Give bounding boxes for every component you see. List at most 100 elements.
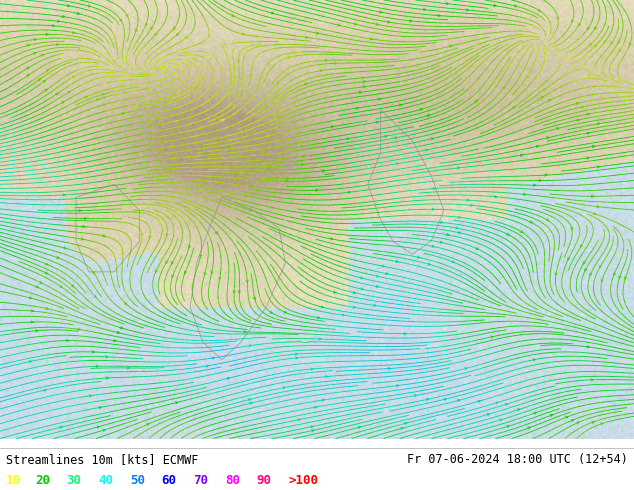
FancyArrowPatch shape [548, 100, 551, 102]
FancyArrowPatch shape [458, 216, 461, 218]
FancyArrowPatch shape [466, 9, 469, 11]
FancyArrowPatch shape [126, 14, 128, 17]
FancyArrowPatch shape [475, 100, 477, 102]
FancyArrowPatch shape [67, 340, 68, 342]
FancyArrowPatch shape [536, 146, 538, 147]
FancyArrowPatch shape [27, 67, 29, 70]
FancyArrowPatch shape [150, 120, 152, 122]
FancyArrowPatch shape [541, 97, 543, 98]
FancyArrowPatch shape [219, 277, 221, 280]
FancyArrowPatch shape [604, 41, 606, 43]
FancyArrowPatch shape [250, 74, 252, 76]
FancyArrowPatch shape [238, 59, 240, 61]
FancyArrowPatch shape [204, 272, 206, 275]
FancyArrowPatch shape [572, 20, 574, 23]
FancyArrowPatch shape [229, 103, 231, 106]
FancyArrowPatch shape [46, 307, 48, 310]
FancyArrowPatch shape [433, 188, 436, 190]
FancyArrowPatch shape [302, 155, 305, 157]
FancyArrowPatch shape [253, 297, 256, 299]
FancyArrowPatch shape [494, 4, 496, 6]
FancyArrowPatch shape [590, 273, 592, 275]
FancyArrowPatch shape [577, 422, 579, 424]
FancyArrowPatch shape [221, 120, 224, 122]
FancyArrowPatch shape [136, 29, 138, 32]
FancyArrowPatch shape [595, 27, 597, 29]
FancyArrowPatch shape [285, 180, 288, 182]
FancyArrowPatch shape [496, 402, 498, 404]
FancyArrowPatch shape [362, 77, 364, 79]
FancyArrowPatch shape [512, 107, 515, 109]
FancyArrowPatch shape [363, 81, 366, 83]
FancyArrowPatch shape [594, 213, 597, 215]
FancyArrowPatch shape [458, 399, 460, 402]
FancyArrowPatch shape [103, 429, 105, 431]
FancyArrowPatch shape [155, 270, 157, 272]
FancyArrowPatch shape [316, 189, 318, 192]
FancyArrowPatch shape [34, 38, 37, 41]
FancyArrowPatch shape [78, 328, 80, 330]
FancyArrowPatch shape [284, 311, 287, 313]
FancyArrowPatch shape [81, 238, 84, 240]
FancyArrowPatch shape [67, 4, 70, 7]
FancyArrowPatch shape [389, 368, 391, 369]
FancyArrowPatch shape [503, 86, 505, 89]
FancyArrowPatch shape [211, 271, 213, 274]
FancyArrowPatch shape [146, 423, 149, 425]
FancyArrowPatch shape [545, 174, 547, 176]
FancyArrowPatch shape [232, 14, 234, 17]
FancyArrowPatch shape [227, 377, 230, 380]
FancyArrowPatch shape [428, 263, 430, 265]
FancyArrowPatch shape [495, 196, 497, 198]
FancyArrowPatch shape [261, 108, 263, 110]
FancyArrowPatch shape [145, 24, 148, 26]
FancyArrowPatch shape [188, 245, 190, 248]
FancyArrowPatch shape [446, 2, 448, 5]
FancyArrowPatch shape [500, 419, 502, 421]
FancyArrowPatch shape [57, 20, 60, 23]
FancyArrowPatch shape [246, 280, 249, 282]
FancyArrowPatch shape [244, 331, 246, 333]
FancyArrowPatch shape [396, 260, 398, 263]
FancyArrowPatch shape [83, 225, 85, 228]
FancyArrowPatch shape [242, 33, 244, 35]
FancyArrowPatch shape [432, 208, 434, 210]
FancyArrowPatch shape [103, 235, 105, 237]
FancyArrowPatch shape [487, 414, 489, 416]
FancyArrowPatch shape [96, 365, 98, 368]
FancyArrowPatch shape [401, 427, 403, 430]
FancyArrowPatch shape [325, 375, 328, 378]
FancyArrowPatch shape [533, 359, 536, 361]
FancyArrowPatch shape [314, 406, 317, 408]
FancyArrowPatch shape [46, 263, 48, 265]
FancyArrowPatch shape [99, 407, 101, 409]
FancyArrowPatch shape [592, 421, 594, 423]
FancyArrowPatch shape [250, 402, 252, 404]
FancyArrowPatch shape [376, 23, 378, 25]
FancyArrowPatch shape [348, 191, 351, 194]
FancyArrowPatch shape [106, 377, 108, 379]
FancyArrowPatch shape [206, 365, 209, 367]
FancyArrowPatch shape [175, 402, 178, 404]
FancyArrowPatch shape [120, 19, 122, 22]
FancyArrowPatch shape [361, 288, 363, 290]
FancyArrowPatch shape [571, 419, 574, 421]
FancyArrowPatch shape [581, 106, 584, 108]
FancyArrowPatch shape [592, 146, 595, 147]
FancyArrowPatch shape [399, 104, 401, 106]
Text: Streamlines 10m [kts] ECMWF: Streamlines 10m [kts] ECMWF [6, 453, 198, 466]
FancyArrowPatch shape [321, 399, 324, 401]
FancyArrowPatch shape [331, 126, 333, 128]
FancyArrowPatch shape [585, 269, 587, 271]
FancyArrowPatch shape [113, 340, 116, 342]
FancyArrowPatch shape [234, 76, 236, 78]
FancyArrowPatch shape [320, 70, 322, 72]
FancyArrowPatch shape [547, 137, 549, 139]
FancyArrowPatch shape [184, 271, 186, 273]
FancyArrowPatch shape [97, 426, 100, 428]
FancyArrowPatch shape [600, 423, 603, 425]
FancyArrowPatch shape [427, 398, 429, 401]
FancyArrowPatch shape [534, 412, 536, 414]
FancyArrowPatch shape [547, 219, 548, 221]
FancyArrowPatch shape [106, 356, 108, 358]
